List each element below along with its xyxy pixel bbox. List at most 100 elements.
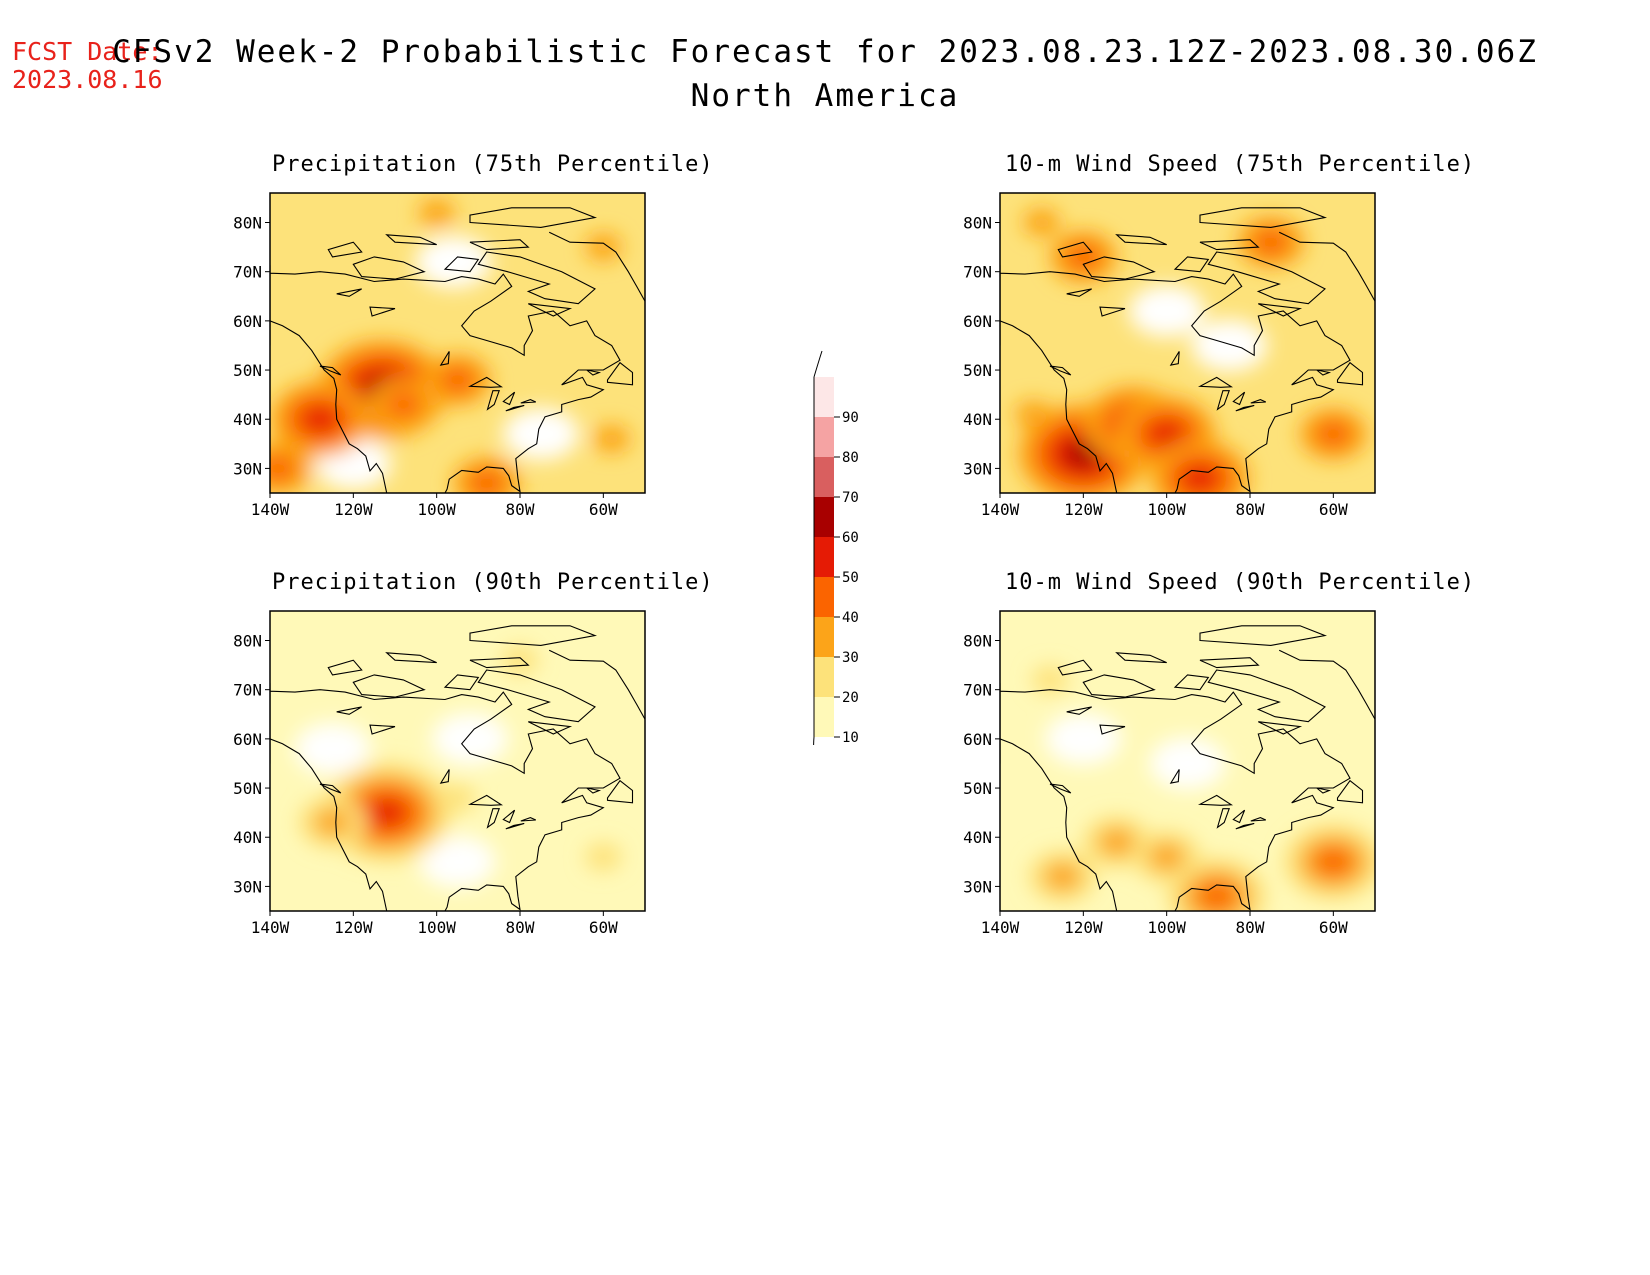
coastline-greenland <box>1278 649 1375 720</box>
coastline-island <box>1207 251 1326 305</box>
map-panel-wind-90: 140W 120W 100W 80W 60W 80N 70N 60N 50N 40N 30N <box>963 610 1376 937</box>
coastline-island <box>319 365 342 376</box>
lon-tick-label: 140W <box>251 500 290 519</box>
probability-hotspot <box>1148 842 1185 871</box>
lake-outline <box>1169 769 1180 784</box>
lat-tick-label: 40N <box>233 828 262 847</box>
lon-tick-label: 140W <box>251 918 290 937</box>
colorbar-label: 70 <box>842 490 859 506</box>
coastline-island <box>1115 652 1167 664</box>
low-probability-area <box>502 407 579 460</box>
low-probability-area <box>294 722 371 775</box>
colorbar-segment <box>814 497 834 537</box>
probability-hotspot <box>468 469 505 493</box>
coastline-west <box>270 320 388 493</box>
coastline-island <box>1173 256 1210 273</box>
colorbar-segment <box>814 537 834 577</box>
panel-title-precip-90: Precipitation (90th Percentile) <box>272 570 714 595</box>
lake-outline <box>1197 376 1234 388</box>
coastline-island <box>1316 369 1332 376</box>
coastline-island <box>586 787 602 794</box>
coastline-island <box>1258 721 1303 735</box>
lake-outline <box>1216 808 1230 829</box>
lake-outline <box>1232 391 1246 406</box>
lon-tick-label: 120W <box>1064 500 1103 519</box>
lon-tick-label: 60W <box>1319 500 1348 519</box>
coastline-island <box>385 234 437 246</box>
lat-tick-label: 60N <box>963 730 992 749</box>
lake-outline <box>1169 351 1180 366</box>
probability-hotspot <box>501 646 539 675</box>
probability-hotspot <box>368 798 405 827</box>
page-title: CFSv2 Week-2 Probabilistic Forecast for … <box>112 34 1538 70</box>
probability-hotspot <box>1148 419 1185 448</box>
colorbar-end-top <box>813 350 823 378</box>
coastline-island <box>1115 234 1167 246</box>
coastline-island <box>1207 669 1326 723</box>
lon-tick-label: 100W <box>417 918 456 937</box>
lake-outline <box>1235 822 1255 830</box>
coastline-island <box>1082 256 1156 280</box>
lon-tick-label: 100W <box>1147 500 1186 519</box>
lat-tick-label: 60N <box>233 312 262 331</box>
map-frame <box>999 192 1376 494</box>
lat-tick-label: 50N <box>233 361 262 380</box>
coastline-island <box>352 256 426 280</box>
probability-hotspot <box>270 454 297 483</box>
coastline-island <box>469 625 598 646</box>
coastline-island <box>1199 239 1260 251</box>
lake-outline <box>1235 404 1255 412</box>
lat-tick-label: 80N <box>233 214 262 233</box>
coastline-island <box>1199 207 1328 228</box>
colorbar-label: 60 <box>842 530 859 546</box>
coastline-island <box>1336 361 1364 386</box>
coastline-island <box>586 369 602 376</box>
lon-tick-label: 60W <box>589 918 618 937</box>
lon-tick-label: 140W <box>981 500 1020 519</box>
coastline-island <box>477 669 596 723</box>
low-probability-area <box>415 235 492 288</box>
colorbar-label: 80 <box>842 450 859 466</box>
lake-outline <box>520 817 537 822</box>
forecast-date-block: FCST Date: 2023.08.16 <box>12 38 163 94</box>
lake-outline <box>439 769 450 784</box>
coastline-island <box>327 241 363 258</box>
lake-outline <box>1099 724 1126 735</box>
probability-hotspot <box>585 842 622 871</box>
coastline-island <box>1057 659 1093 676</box>
panel-title-precip-75: Precipitation (75th Percentile) <box>272 152 714 177</box>
coastline-island <box>1199 657 1260 669</box>
low-probability-area <box>1149 737 1226 790</box>
lake-outline <box>1232 809 1246 824</box>
lon-tick-label: 100W <box>417 500 456 519</box>
lake-outline <box>369 306 396 317</box>
probability-hotspot <box>314 808 351 837</box>
lake-outline <box>439 351 450 366</box>
map-field <box>270 611 645 911</box>
probability-hotspot <box>385 390 422 419</box>
lat-tick-label: 30N <box>233 877 262 896</box>
lake-outline <box>505 822 525 830</box>
lon-tick-label: 120W <box>334 500 373 519</box>
forecast-date-label: FCST Date: <box>12 37 163 66</box>
colorbar-segment <box>814 657 834 697</box>
probability-hotspot <box>439 365 476 394</box>
colorbar-label: 30 <box>842 650 859 666</box>
colorbar-label: 40 <box>842 610 859 626</box>
panel-title-wind-90: 10-m Wind Speed (90th Percentile) <box>1005 570 1476 595</box>
lake-outline <box>520 399 537 404</box>
coastline-island <box>606 361 634 386</box>
lat-tick-label: 60N <box>233 730 262 749</box>
coastline-island <box>443 256 480 273</box>
probability-blobs <box>270 198 630 493</box>
probability-hotspot <box>1065 242 1102 271</box>
lake-outline <box>336 706 362 715</box>
probability-hotspot <box>1015 400 1052 429</box>
coastline-west <box>1000 738 1118 911</box>
lon-tick-label: 80W <box>506 918 535 937</box>
lat-tick-label: 30N <box>233 459 262 478</box>
coastline-island <box>477 251 596 305</box>
low-probability-area <box>1191 319 1268 372</box>
lat-tick-label: 30N <box>963 459 992 478</box>
lat-tick-label: 30N <box>963 877 992 896</box>
